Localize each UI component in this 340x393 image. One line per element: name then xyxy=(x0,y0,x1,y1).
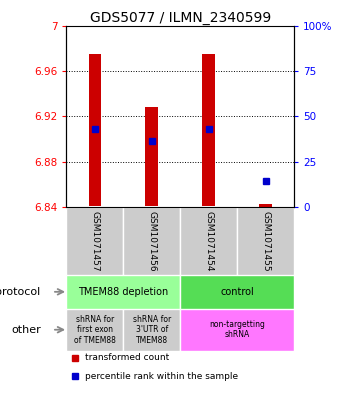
Text: GSM1071454: GSM1071454 xyxy=(204,211,213,271)
Bar xyxy=(123,309,180,351)
Text: shRNA for
first exon
of TMEM88: shRNA for first exon of TMEM88 xyxy=(74,315,116,345)
Text: percentile rank within the sample: percentile rank within the sample xyxy=(85,371,238,380)
Text: GSM1071457: GSM1071457 xyxy=(90,211,99,271)
Bar xyxy=(180,207,237,275)
Bar xyxy=(146,107,158,206)
Text: GSM1071456: GSM1071456 xyxy=(147,211,156,271)
Text: other: other xyxy=(11,325,41,335)
Bar xyxy=(123,207,180,275)
Bar xyxy=(259,204,272,207)
Text: shRNA for
3'UTR of
TMEM88: shRNA for 3'UTR of TMEM88 xyxy=(133,315,171,345)
Text: TMEM88 depletion: TMEM88 depletion xyxy=(78,287,168,297)
Bar xyxy=(66,207,123,275)
Text: protocol: protocol xyxy=(0,287,41,297)
Bar xyxy=(66,275,180,309)
Bar xyxy=(180,275,294,309)
Title: GDS5077 / ILMN_2340599: GDS5077 / ILMN_2340599 xyxy=(89,11,271,24)
Bar xyxy=(88,54,101,206)
Bar xyxy=(66,309,123,351)
Bar xyxy=(237,207,294,275)
Bar xyxy=(180,309,294,351)
Text: transformed count: transformed count xyxy=(85,353,169,362)
Text: GSM1071455: GSM1071455 xyxy=(261,211,270,271)
Bar xyxy=(202,54,215,206)
Text: non-targetting
shRNA: non-targetting shRNA xyxy=(209,320,265,340)
Text: control: control xyxy=(220,287,254,297)
